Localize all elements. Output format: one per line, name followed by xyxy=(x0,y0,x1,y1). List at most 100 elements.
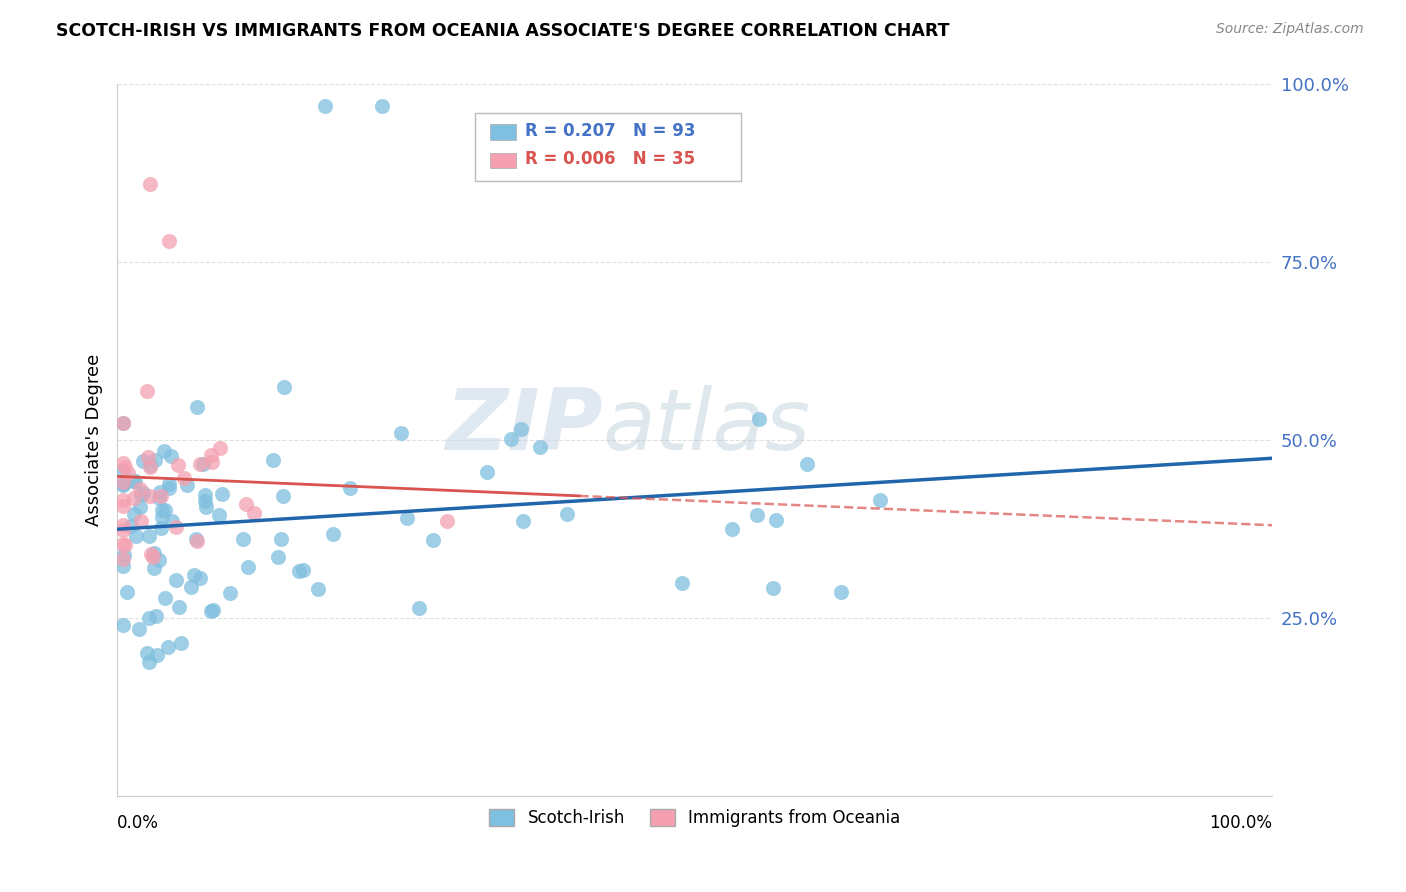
FancyBboxPatch shape xyxy=(491,153,516,169)
Point xyxy=(200,604,222,618)
Point xyxy=(389,425,412,440)
Point xyxy=(322,526,344,541)
Text: R = 0.207   N = 93: R = 0.207 N = 93 xyxy=(524,121,696,140)
Point xyxy=(128,623,150,637)
Point xyxy=(173,470,195,484)
Point xyxy=(111,617,134,632)
Point xyxy=(162,514,184,528)
Point xyxy=(157,640,180,655)
Point xyxy=(111,493,134,508)
Point xyxy=(114,538,136,552)
Point xyxy=(370,99,392,113)
Point xyxy=(143,546,166,560)
Point xyxy=(125,529,148,543)
Point xyxy=(183,567,205,582)
Point xyxy=(721,522,744,536)
Point xyxy=(188,457,211,471)
Y-axis label: Associate's Degree: Associate's Degree xyxy=(86,354,103,526)
Point xyxy=(111,416,134,430)
Point xyxy=(153,444,176,458)
Point xyxy=(436,514,458,528)
Point xyxy=(762,581,785,595)
Point xyxy=(111,537,134,551)
Point xyxy=(141,547,163,561)
Point xyxy=(180,580,202,594)
Point xyxy=(149,521,172,535)
Point xyxy=(149,485,172,500)
Point xyxy=(671,576,693,591)
Point xyxy=(115,584,138,599)
Point xyxy=(111,416,134,430)
Point xyxy=(262,453,284,467)
Point xyxy=(132,485,155,500)
Point xyxy=(314,99,336,113)
Point xyxy=(124,475,146,489)
Point xyxy=(267,549,290,564)
Point xyxy=(150,503,173,517)
Point xyxy=(307,582,329,596)
Point xyxy=(167,458,190,472)
Point xyxy=(796,457,818,471)
Point xyxy=(288,564,311,578)
Point xyxy=(155,502,177,516)
Point xyxy=(165,520,187,534)
Point xyxy=(243,506,266,520)
Point xyxy=(273,380,295,394)
Point xyxy=(339,481,361,495)
Point xyxy=(157,481,180,495)
Point xyxy=(200,448,222,462)
Point xyxy=(157,477,180,491)
Point xyxy=(509,422,531,436)
Point xyxy=(111,518,134,533)
Point xyxy=(149,490,172,504)
Point xyxy=(748,411,770,425)
Point xyxy=(165,574,187,588)
Point xyxy=(111,456,134,470)
Legend: Scotch-Irish, Immigrants from Oceania: Scotch-Irish, Immigrants from Oceania xyxy=(482,803,907,834)
Text: atlas: atlas xyxy=(602,384,810,467)
Point xyxy=(129,488,152,502)
Point xyxy=(219,586,242,600)
Point xyxy=(128,500,150,514)
Point xyxy=(529,440,551,454)
Point xyxy=(194,494,217,508)
Point xyxy=(122,474,145,488)
Point xyxy=(159,449,181,463)
Point xyxy=(236,560,259,574)
Point xyxy=(512,514,534,528)
Point xyxy=(501,433,523,447)
Text: Source: ZipAtlas.com: Source: ZipAtlas.com xyxy=(1216,22,1364,37)
Point xyxy=(148,553,170,567)
Point xyxy=(270,532,292,546)
Point xyxy=(184,532,207,546)
Point xyxy=(117,466,139,480)
Point xyxy=(138,459,160,474)
Point xyxy=(191,458,214,472)
Point xyxy=(112,549,135,563)
Point xyxy=(132,454,155,468)
Point xyxy=(122,507,145,521)
FancyBboxPatch shape xyxy=(491,124,516,140)
Point xyxy=(111,464,134,478)
Point xyxy=(208,508,231,523)
Point xyxy=(195,500,218,515)
Point xyxy=(111,475,134,489)
Point xyxy=(139,489,162,503)
Point xyxy=(136,450,159,464)
Point xyxy=(422,533,444,548)
Point xyxy=(138,655,160,669)
Point xyxy=(155,591,177,605)
Point xyxy=(869,493,891,508)
Point xyxy=(139,458,162,472)
Point xyxy=(235,496,257,510)
Point xyxy=(211,487,233,501)
Point xyxy=(129,482,152,496)
Point xyxy=(142,549,165,564)
Point xyxy=(765,512,787,526)
Point xyxy=(114,460,136,475)
Point xyxy=(201,455,224,469)
Point xyxy=(136,646,159,660)
Point xyxy=(138,177,160,191)
Point xyxy=(291,563,314,577)
Point xyxy=(188,571,211,585)
